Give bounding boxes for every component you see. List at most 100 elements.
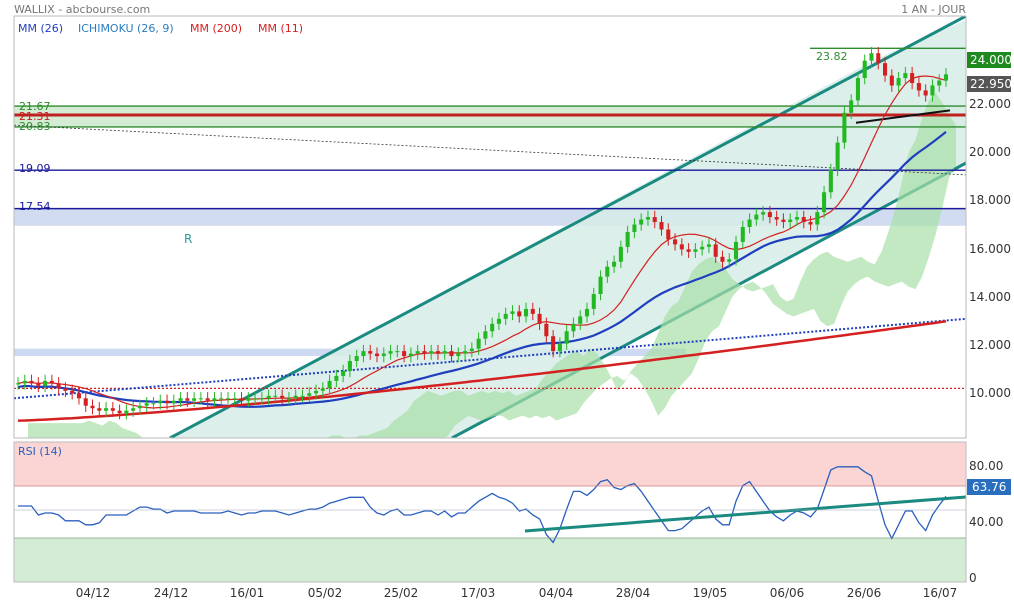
candle-body-34 (246, 398, 251, 401)
candle-body-99 (686, 249, 691, 252)
top-marker-badge (967, 52, 1011, 68)
x-tick-2804: 28/04 (616, 586, 651, 600)
candle-body-62 (435, 351, 441, 354)
candle-body-9 (76, 393, 81, 399)
rsi-label: RSI (14) (18, 445, 62, 458)
candle-body-89 (618, 246, 623, 262)
candle-body-74 (517, 311, 522, 317)
black-support-line (855, 109, 951, 124)
candle-body-13 (104, 408, 109, 411)
x-tick-1905: 19/05 (693, 586, 728, 600)
candle-body-16 (124, 410, 129, 414)
candle-body-72 (503, 313, 508, 319)
candle-body-106 (733, 241, 739, 260)
candle-body-1 (22, 380, 27, 384)
candle-body-88 (612, 261, 617, 267)
legend-mm26: MM (26) (18, 22, 64, 35)
candle-body-130 (896, 78, 901, 86)
candle-body-35 (253, 398, 258, 400)
candle-body-117 (808, 222, 813, 225)
candle-body-55 (388, 351, 393, 354)
price-tick-10: 10.000 (969, 386, 1011, 400)
candle-body-19 (144, 403, 149, 406)
candle-body-133 (916, 83, 921, 91)
candle-body-7 (63, 388, 68, 391)
rsi-overbought-zone (14, 442, 966, 486)
candle-body-44 (314, 390, 319, 394)
candle-body-43 (307, 393, 312, 396)
candle-body-60 (422, 351, 427, 354)
candle-body-41 (293, 395, 298, 399)
candle-body-103 (713, 244, 718, 257)
candle-body-76 (530, 308, 535, 314)
candle-body-93 (645, 217, 650, 220)
candle-body-92 (639, 219, 644, 225)
candle-body-94 (652, 217, 657, 223)
candle-body-8 (70, 390, 75, 394)
candle-body-126 (869, 53, 874, 61)
candle-body-78 (544, 323, 549, 337)
candle-body-96 (666, 229, 671, 240)
candle-body-21 (158, 400, 163, 404)
candle-body-127 (876, 53, 881, 64)
price-tick-18: 18.000 (969, 193, 1011, 207)
candle-body-109 (754, 214, 759, 220)
candle-body-63 (442, 351, 447, 354)
candle-body-11 (90, 405, 95, 409)
candle-body-4 (43, 380, 48, 386)
x-tick-1601: 16/01 (230, 586, 265, 600)
level-label-21-31: 21.31 (19, 110, 51, 123)
legend-mm200: MM (200) (190, 22, 243, 35)
x-tick-2502: 25/02 (384, 586, 419, 600)
candle-body-69 (483, 331, 488, 339)
candle-body-17 (131, 408, 136, 411)
candle-body-135 (930, 85, 935, 96)
candle-body-79 (551, 336, 556, 352)
dotted-trend-grey (14, 124, 966, 176)
level-label-23-82: 23.82 (816, 50, 848, 63)
x-tick-0412: 04/12 (76, 586, 111, 600)
candle-body-14 (110, 408, 115, 411)
candle-body-91 (632, 224, 637, 232)
level-label-21-67: 21.67 (19, 100, 51, 113)
candle-body-42 (300, 395, 305, 397)
candle-body-98 (679, 244, 684, 250)
rsi-tick-0: 0 (969, 571, 977, 585)
candle-body-113 (781, 219, 786, 223)
candle-body-45 (320, 388, 325, 391)
candle-body-0 (15, 383, 21, 385)
rsi-oversold-zone (14, 538, 966, 582)
rsi-trendline (524, 495, 966, 533)
candle-body-110 (761, 212, 766, 215)
chart-title: WALLIX - abcbourse.com (14, 3, 151, 16)
candle-body-48 (341, 370, 346, 376)
candle-body-128 (883, 63, 888, 76)
candle-body-57 (402, 351, 407, 357)
chart-period: 1 AN - JOUR (901, 3, 966, 16)
candle-body-3 (36, 383, 41, 386)
candle-body-101 (700, 246, 705, 250)
candle-body-136 (937, 80, 942, 86)
price-tick-20: 20.000 (969, 145, 1011, 159)
candle-body-15 (117, 410, 122, 414)
rsi-tick-40: 40.00 (969, 515, 1003, 529)
price-frame (13, 15, 967, 439)
candle-body-81 (564, 331, 569, 344)
candle-body-38 (273, 395, 278, 397)
channel-upper-line (169, 16, 966, 438)
candle-body-25 (185, 398, 190, 401)
price-tick-16: 16.000 (969, 242, 1011, 256)
candle-body-107 (740, 227, 745, 242)
top-marker-value: 24.000 (970, 53, 1012, 67)
candle-body-5 (49, 380, 54, 384)
rsi-last-value: 63.76 (972, 480, 1006, 494)
candle-body-27 (198, 398, 203, 400)
candle-body-104 (720, 256, 725, 262)
rsi-line (18, 466, 947, 544)
candle-body-115 (794, 217, 800, 220)
candle-body-32 (232, 398, 237, 400)
x-tick-0502: 05/02 (308, 586, 343, 600)
candle-body-108 (747, 219, 752, 227)
rsi-tick-80: 80.00 (969, 459, 1003, 473)
candle-body-83 (578, 316, 583, 324)
